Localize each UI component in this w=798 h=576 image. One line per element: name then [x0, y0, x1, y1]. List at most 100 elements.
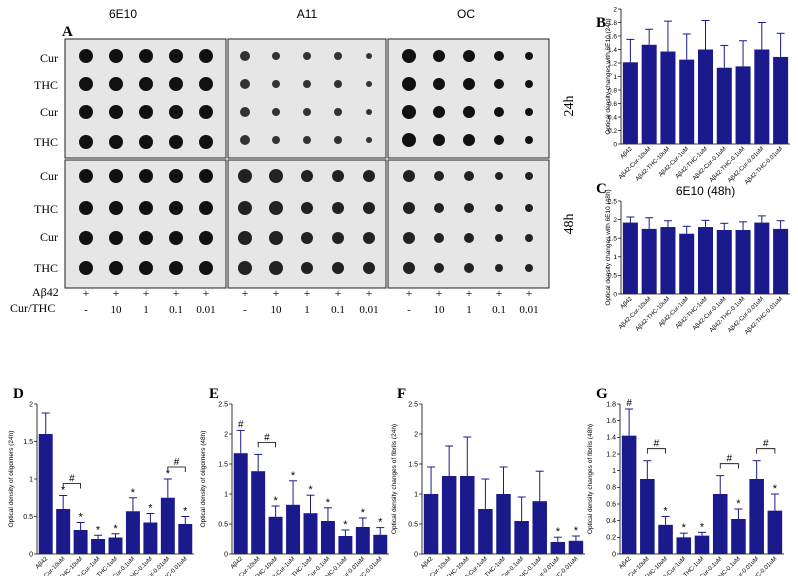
blot-dot	[139, 169, 153, 183]
blot-dot	[525, 172, 533, 180]
blot-dot	[109, 77, 123, 91]
y-tick-label: 0.8	[606, 485, 616, 492]
blot-dot	[464, 233, 474, 243]
blot-dot	[169, 49, 183, 63]
row-label-top-2: THC	[34, 78, 58, 92]
blot-dot	[269, 201, 283, 215]
panel-letter: C	[596, 181, 607, 197]
blot-dot	[199, 135, 213, 149]
blot-dot	[366, 81, 372, 87]
bar	[56, 509, 71, 554]
abeta-plus-mark: +	[273, 286, 280, 300]
concentration-label: 0.1	[331, 304, 345, 316]
y-tick-label: 2.5	[218, 401, 228, 408]
y-tick-label: 2.5	[408, 401, 418, 408]
blot-dot	[199, 261, 213, 275]
bar	[251, 471, 266, 554]
blot-dot	[301, 262, 313, 274]
blot-dot	[169, 169, 183, 183]
blot-dot	[238, 169, 252, 183]
significance-star: *	[308, 484, 313, 496]
concentration-label: -	[243, 304, 247, 316]
blot-dot	[301, 170, 313, 182]
concentration-label: 10	[434, 304, 446, 316]
concentration-label: 10	[271, 304, 283, 316]
blot-dot	[238, 201, 252, 215]
bar	[496, 494, 511, 554]
comparison-bracket	[167, 466, 186, 472]
bar	[38, 434, 53, 554]
blot-dot	[403, 232, 415, 244]
panel-a: A 6E10 A11 OC Cur THC Cur THC Cur THC Cu…	[10, 7, 577, 316]
blot-dot	[240, 135, 250, 145]
bar	[660, 227, 676, 294]
bar	[73, 530, 88, 554]
y-tick-label: 2.5	[608, 198, 617, 205]
blot-dot	[238, 261, 252, 275]
blot-dot	[303, 80, 311, 88]
bar	[441, 476, 457, 554]
significance-star: *	[343, 519, 348, 531]
concentration-label: 1	[466, 304, 472, 316]
antibody-oc-label: OC	[457, 7, 475, 21]
blot-dot	[79, 135, 93, 149]
bar	[640, 479, 655, 554]
y-tick-label: 0.5	[608, 273, 617, 280]
blot-dot	[199, 201, 213, 215]
category-label: Aβ42-THC-10uM	[635, 146, 671, 182]
y-tick-label: 2	[613, 6, 617, 13]
blot-dot	[199, 77, 213, 91]
panel-a-letter: A	[62, 24, 73, 40]
y-tick-label: 0.2	[608, 128, 617, 135]
y-tick-label: 1	[613, 254, 617, 261]
significance-star: *	[378, 517, 383, 529]
blot-dot	[169, 261, 183, 275]
bar	[749, 479, 764, 554]
blot-dot	[363, 232, 375, 244]
bar	[679, 233, 695, 294]
row-label-bottom-3: Cur	[40, 230, 58, 244]
bar	[694, 535, 710, 554]
y-axis-label: Optical density changes with 6E10 (24h)	[605, 18, 612, 134]
blot-dot	[334, 80, 342, 88]
abeta-plus-mark: +	[242, 286, 249, 300]
bar	[355, 527, 370, 554]
blot-dot	[332, 232, 344, 244]
blot-dot	[433, 78, 445, 90]
y-tick-label: 1.8	[606, 401, 616, 408]
y-tick-label: 1	[224, 491, 228, 498]
y-tick-label: 1.4	[608, 47, 617, 54]
blot-dot	[434, 171, 444, 181]
bar	[658, 524, 673, 554]
significance-star: *	[556, 526, 561, 538]
y-tick-label: 1.6	[606, 418, 616, 425]
blot-dot	[463, 106, 475, 118]
blot-dot	[272, 108, 280, 116]
row-label-top-1: Cur	[40, 51, 58, 65]
bar	[108, 537, 123, 554]
blot-dot	[334, 52, 342, 60]
panel-letter: E	[209, 386, 219, 402]
row-labels: Cur THC Cur THC Cur THC Cur THC	[34, 51, 58, 275]
significance-star: *	[326, 497, 331, 509]
y-tick-label: 2	[414, 431, 418, 438]
bar	[697, 49, 714, 144]
panel-letter: G	[596, 386, 608, 402]
blot-dot	[332, 262, 344, 274]
y-tick-label: 0.4	[608, 114, 617, 121]
antibody-a11-label: A11	[297, 7, 318, 21]
bar	[735, 230, 751, 294]
abeta-plus-mark: +	[143, 286, 150, 300]
blot-dot	[464, 203, 474, 213]
y-tick-label: 0	[224, 551, 228, 558]
blot-dot	[332, 170, 344, 182]
y-tick-label: 0	[414, 551, 418, 558]
abeta-plus-mark: +	[406, 286, 413, 300]
bar	[532, 501, 547, 554]
chart-title: 6E10 (48h)	[676, 184, 735, 198]
blot-dot	[463, 134, 475, 146]
bar	[91, 539, 106, 554]
bar	[735, 66, 751, 144]
blot-dot	[240, 107, 250, 117]
y-tick-label: 0.5	[218, 521, 228, 528]
